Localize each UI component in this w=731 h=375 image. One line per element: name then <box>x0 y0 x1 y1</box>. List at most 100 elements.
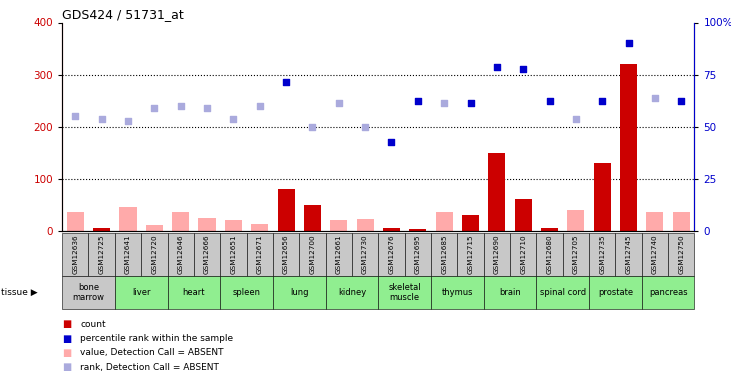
Point <box>386 139 398 145</box>
Bar <box>225 220 242 231</box>
Bar <box>567 210 585 231</box>
Text: rank, Detection Call = ABSENT: rank, Detection Call = ABSENT <box>80 363 219 372</box>
Point <box>96 116 107 122</box>
Text: pancreas: pancreas <box>649 288 687 297</box>
Bar <box>273 232 299 276</box>
Text: GSM12680: GSM12680 <box>547 234 553 274</box>
Bar <box>325 232 352 276</box>
Text: prostate: prostate <box>598 288 633 297</box>
Text: value, Detection Call = ABSENT: value, Detection Call = ABSENT <box>80 348 224 357</box>
Bar <box>273 276 325 309</box>
Bar <box>220 276 273 309</box>
Text: GSM12720: GSM12720 <box>151 234 157 274</box>
Text: GSM12735: GSM12735 <box>599 234 605 274</box>
Bar <box>510 232 537 276</box>
Bar <box>642 276 694 309</box>
Text: GSM12656: GSM12656 <box>283 234 289 274</box>
Text: GSM12690: GSM12690 <box>494 234 500 274</box>
Bar <box>167 276 220 309</box>
Text: ■: ■ <box>62 334 72 344</box>
Bar <box>484 232 510 276</box>
Point <box>570 116 582 122</box>
Text: GSM12730: GSM12730 <box>362 234 368 274</box>
Text: count: count <box>80 320 106 329</box>
Bar <box>251 224 268 231</box>
Bar <box>431 232 458 276</box>
Text: heart: heart <box>183 288 205 297</box>
Bar <box>379 232 405 276</box>
Bar <box>330 220 347 231</box>
Point <box>69 113 81 119</box>
Point <box>148 105 160 111</box>
Point <box>359 124 371 130</box>
Bar <box>458 232 484 276</box>
Text: GSM12715: GSM12715 <box>468 234 474 274</box>
Bar <box>172 212 189 231</box>
Text: spleen: spleen <box>232 288 260 297</box>
Text: GSM12661: GSM12661 <box>336 234 342 274</box>
Text: ■: ■ <box>62 362 72 372</box>
Bar <box>115 276 167 309</box>
Bar <box>646 212 664 231</box>
Bar <box>246 232 273 276</box>
Bar <box>304 205 321 231</box>
Bar <box>405 232 431 276</box>
Bar <box>383 228 400 231</box>
Bar <box>620 64 637 231</box>
Point <box>175 103 186 109</box>
Bar <box>409 229 426 231</box>
Bar <box>167 232 194 276</box>
Text: spinal cord: spinal cord <box>539 288 586 297</box>
Text: GSM12671: GSM12671 <box>257 234 262 274</box>
Bar <box>462 215 479 231</box>
Bar <box>563 232 589 276</box>
Bar <box>278 189 295 231</box>
Text: GSM12641: GSM12641 <box>125 234 131 274</box>
Bar <box>119 207 137 231</box>
Text: GSM12740: GSM12740 <box>652 234 658 274</box>
Point <box>491 64 503 70</box>
Point <box>412 98 424 104</box>
Bar <box>93 228 110 231</box>
Text: thymus: thymus <box>442 288 473 297</box>
Text: GSM12666: GSM12666 <box>204 234 210 274</box>
Text: GSM12685: GSM12685 <box>442 234 447 274</box>
Text: GSM12725: GSM12725 <box>99 234 105 274</box>
Text: ■: ■ <box>62 320 72 329</box>
Bar <box>199 217 216 231</box>
Bar <box>616 232 642 276</box>
Bar <box>88 232 115 276</box>
Bar <box>541 228 558 231</box>
Bar <box>357 219 374 231</box>
Text: brain: brain <box>499 288 521 297</box>
Point <box>227 116 239 122</box>
Bar <box>62 232 88 276</box>
Bar <box>379 276 431 309</box>
Text: tissue ▶: tissue ▶ <box>1 288 38 297</box>
Point <box>439 100 450 106</box>
Bar <box>62 276 115 309</box>
Point <box>333 100 344 106</box>
Bar <box>488 153 505 231</box>
Point <box>306 124 318 130</box>
Bar <box>594 163 611 231</box>
Bar <box>194 232 220 276</box>
Point <box>623 40 635 46</box>
Bar <box>673 212 690 231</box>
Text: GDS424 / 51731_at: GDS424 / 51731_at <box>62 8 184 21</box>
Text: liver: liver <box>132 288 151 297</box>
Point <box>518 66 529 72</box>
Text: GSM12745: GSM12745 <box>626 234 632 274</box>
Point <box>465 100 477 106</box>
Text: GSM12646: GSM12646 <box>178 234 183 274</box>
Text: GSM12700: GSM12700 <box>309 234 315 274</box>
Point <box>280 80 292 86</box>
Bar <box>141 232 167 276</box>
Bar <box>431 276 484 309</box>
Point <box>122 118 134 124</box>
Point <box>596 98 608 104</box>
Point <box>254 103 265 109</box>
Text: GSM12750: GSM12750 <box>678 234 684 274</box>
Point <box>201 105 213 111</box>
Text: GSM12705: GSM12705 <box>573 234 579 274</box>
